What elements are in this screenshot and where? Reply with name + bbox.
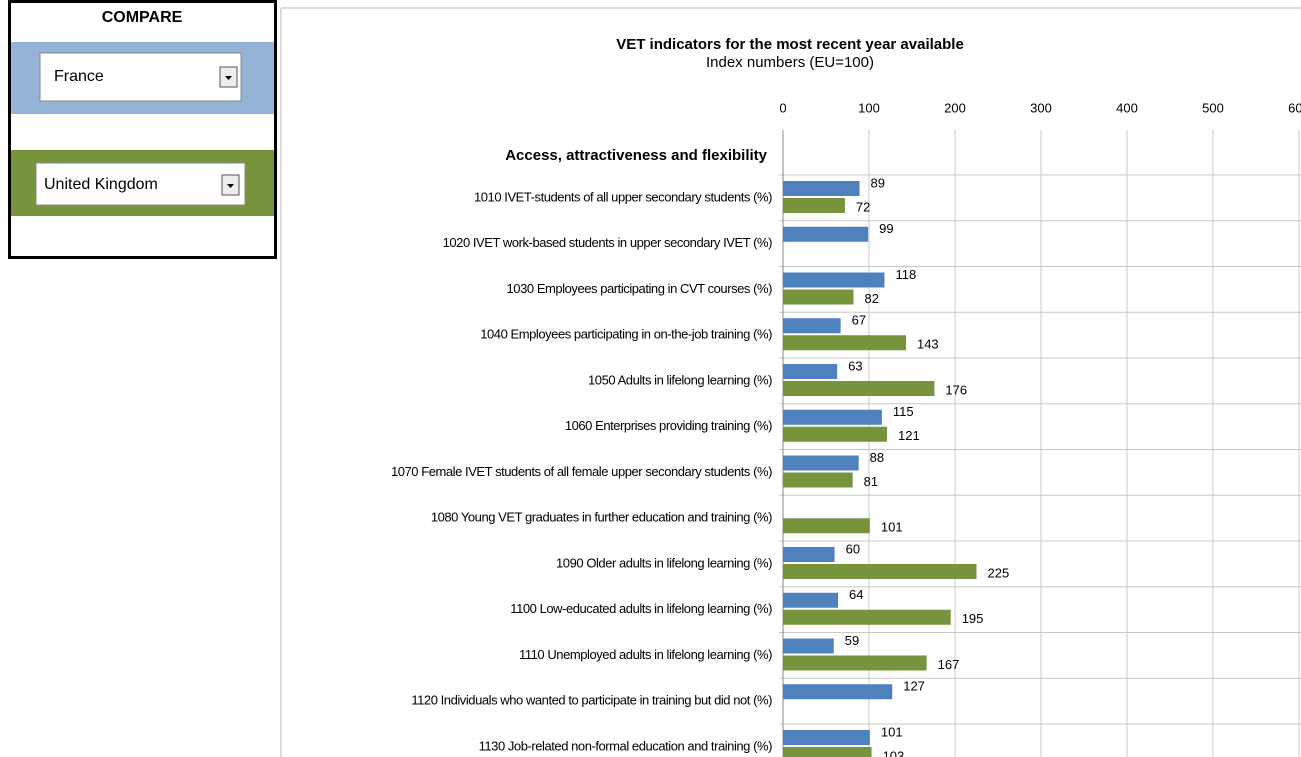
dropdown-arrow: [227, 184, 234, 188]
bar: [783, 747, 872, 757]
value-label: 195: [962, 611, 984, 626]
bar: [783, 426, 888, 442]
value-label: 60: [846, 541, 860, 556]
category-label: 1100 Low-educated adults in lifelong lea…: [510, 601, 772, 616]
category-label: 1080 Young VET graduates in further educ…: [431, 510, 772, 525]
panel-border: [8, 0, 277, 259]
bar: [783, 381, 935, 396]
country-dropdown[interactable]: [39, 52, 242, 102]
category-label: 1130 Job-related non-formal education an…: [479, 738, 773, 753]
value-label: 72: [856, 199, 870, 214]
bar: [783, 684, 893, 700]
value-label: 176: [945, 382, 967, 397]
bar: [783, 318, 841, 334]
value-label: 143: [917, 337, 939, 352]
x-tick-label: 500: [1202, 100, 1224, 115]
value-label: 63: [848, 358, 862, 373]
x-tick-label: 100: [858, 100, 880, 115]
category-label: 1030 Employees participating in CVT cour…: [507, 281, 773, 296]
category-label: 1010 IVET-students of all upper secondar…: [474, 189, 772, 204]
bar: [783, 638, 834, 654]
value-label: 225: [988, 565, 1010, 580]
value-label: 103: [883, 748, 905, 757]
value-label: 121: [898, 428, 920, 443]
bar: [783, 547, 835, 562]
x-tick-label: 0: [779, 100, 786, 115]
panel-title: COMPARE: [102, 9, 183, 26]
bar: [783, 272, 885, 288]
bar: [783, 181, 860, 196]
category-label: 1120 Individuals who wanted to participa…: [411, 693, 772, 708]
value-label: 82: [865, 291, 879, 306]
value-label: 101: [881, 724, 903, 739]
x-tick-label: 200: [944, 100, 966, 115]
value-label: 89: [871, 175, 885, 190]
chart-subtitle: Index numbers (EU=100): [706, 54, 874, 71]
value-label: 101: [881, 520, 903, 535]
value-label: 118: [895, 267, 916, 282]
bar: [783, 609, 951, 625]
value-label: 88: [870, 450, 884, 465]
category-label: 1060 Enterprises providing training (%): [565, 418, 772, 433]
bar: [783, 364, 838, 379]
category-label: 1110 Unemployed adults in lifelong learn…: [519, 647, 772, 662]
x-tick-label: 600: [1288, 100, 1301, 115]
category-label: 1020 IVET work-based students in upper s…: [443, 235, 773, 250]
section-heading: Access, attractiveness and flexibility: [505, 147, 767, 164]
value-label: 167: [938, 657, 960, 672]
bar: [783, 592, 839, 608]
bar: [783, 335, 906, 351]
chart-title: VET indicators for the most recent year …: [616, 36, 964, 53]
bar: [783, 730, 870, 745]
dropdown-text: France: [54, 68, 104, 85]
category-label: 1090 Older adults in lifelong learning (…: [556, 555, 772, 570]
bar: [783, 455, 859, 471]
dropdown-text: United Kingdom: [44, 176, 158, 193]
value-label: 64: [849, 587, 863, 602]
value-label: 67: [852, 313, 866, 328]
dropdown-arrow: [225, 76, 232, 80]
value-label: 115: [893, 404, 914, 419]
value-label: 127: [903, 679, 925, 694]
bar: [783, 655, 927, 671]
value-label: 99: [879, 221, 893, 236]
country-dropdown[interactable]: [35, 162, 246, 206]
bar: [783, 198, 845, 213]
bar: [783, 226, 869, 242]
bar: [783, 472, 853, 488]
bar: [783, 564, 977, 579]
category-label: 1040 Employees participating in on-the-j…: [480, 327, 772, 342]
x-tick-label: 400: [1116, 100, 1138, 115]
bar: [783, 289, 854, 305]
category-label: 1050 Adults in lifelong learning (%): [588, 372, 772, 387]
value-label: 59: [845, 633, 859, 648]
value-label: 81: [864, 474, 878, 489]
category-label: 1070 Female IVET students of all female …: [391, 464, 772, 479]
bar: [783, 518, 870, 534]
x-tick-label: 300: [1030, 100, 1052, 115]
compare-panel: COMPARE France United Kingdom: [8, 0, 277, 259]
bar: [783, 409, 882, 425]
